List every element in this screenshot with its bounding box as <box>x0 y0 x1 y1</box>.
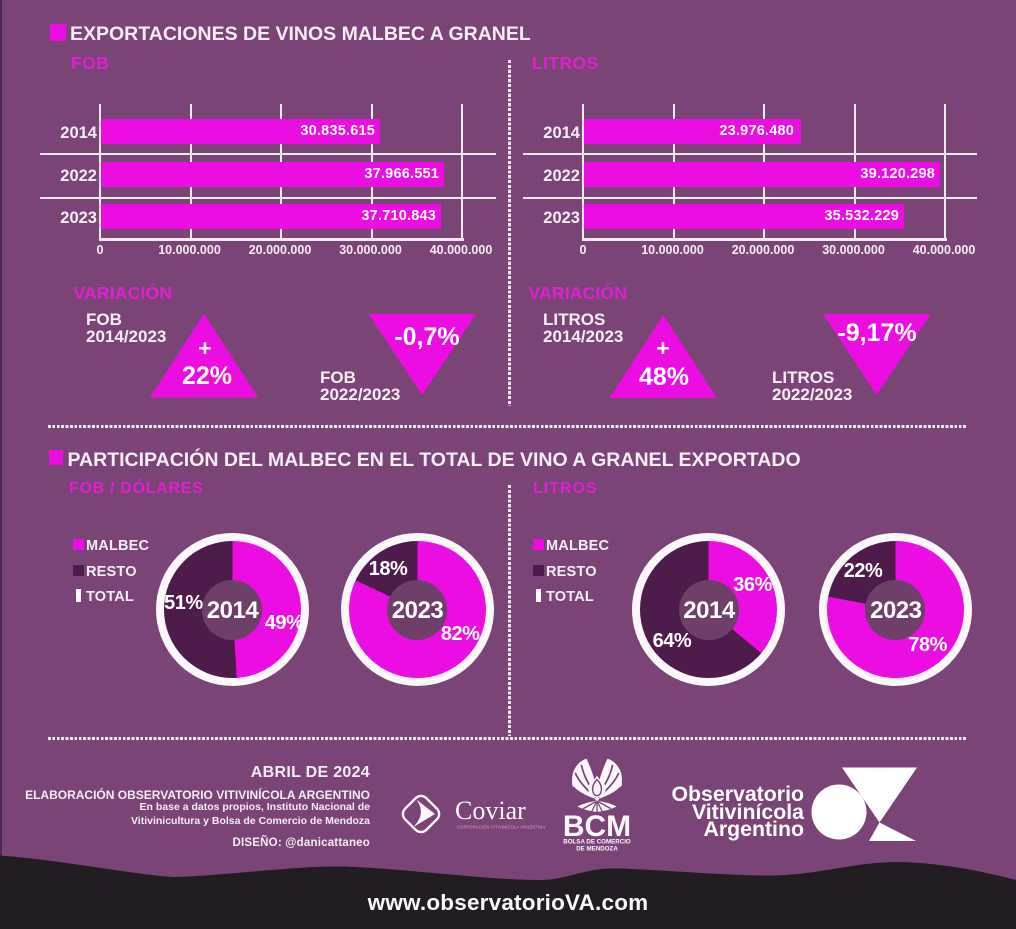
svg-text:DE MENDOZA: DE MENDOZA <box>576 846 618 853</box>
svg-text:BCM: BCM <box>563 810 631 843</box>
svg-text:CORPORACIÓN VITIVINÍCOLA ARGEN: CORPORACIÓN VITIVINÍCOLA ARGENTINA <box>457 825 545 830</box>
svg-text:BOLSA DE COMERCIO: BOLSA DE COMERCIO <box>563 839 631 846</box>
svg-text:Coviar: Coviar <box>455 796 526 825</box>
